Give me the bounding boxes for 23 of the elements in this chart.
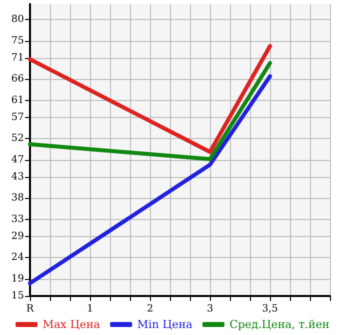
x-tick-label: R [26, 304, 34, 314]
y-tick-label: 33 [11, 214, 24, 225]
y-tick-label: 75 [11, 35, 24, 46]
y-tick-label: 29 [11, 230, 24, 242]
x-tick-label: 3 [206, 304, 214, 314]
x-tick-label: 2 [146, 304, 154, 314]
y-tick-label: 24 [11, 252, 24, 264]
y-tick-label: 66 [11, 74, 24, 85]
legend-label: Min Цена [137, 318, 193, 331]
y-tick-label: 71 [11, 52, 24, 64]
y-tick-label: 47 [11, 154, 24, 166]
y-tick-label: 43 [11, 171, 24, 182]
y-tick-label: 80 [11, 14, 24, 26]
y-tick-label: 38 [11, 192, 24, 204]
x-tick-label: 3,5 [262, 304, 278, 314]
y-tick-label: 52 [11, 133, 24, 144]
legend-label: Max Цена [42, 318, 101, 331]
y-tick-label: 61 [11, 94, 24, 106]
y-tick-label: 19 [11, 274, 24, 284]
legend-label: Сред.Цена, т.йен [229, 318, 330, 331]
x-tick-label: 1 [86, 304, 94, 314]
y-tick-label: 57 [11, 112, 24, 123]
y-tick-label: 15 [11, 290, 24, 302]
